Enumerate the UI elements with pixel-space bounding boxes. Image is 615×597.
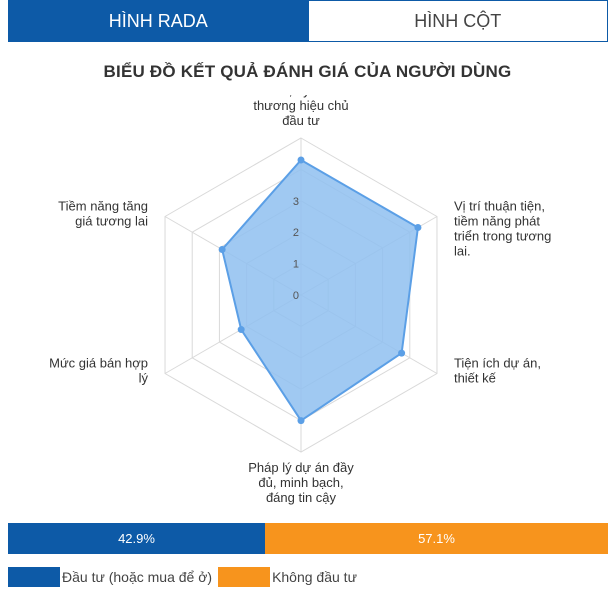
no-invest-share-bar: 57.1% xyxy=(265,523,608,554)
axis-label-line: lai. xyxy=(454,244,471,259)
axis-label-line: tiềm năng phát xyxy=(454,214,540,229)
invest-share-bar: 42.9% xyxy=(8,523,265,554)
tick-label: 2 xyxy=(293,227,299,239)
axis-label: Tiềm lực tàichính, uy tín vàthương hiệu … xyxy=(253,95,348,128)
axis-label-line: thiết kế xyxy=(454,371,497,386)
axis-label: Tiện ích dự án, thiết kế xyxy=(454,356,541,386)
tab-radar[interactable]: HÌNH RADA xyxy=(8,0,309,42)
data-point xyxy=(398,349,406,357)
axis-label-line: lý xyxy=(139,371,149,386)
data-point xyxy=(414,223,422,231)
data-point xyxy=(237,326,245,334)
axis-label-line: đầu tư xyxy=(282,113,320,128)
legend-item-invest: Đầu tư (hoặc mua để ở) xyxy=(8,567,212,587)
radar-chart: 0 1 2 3 Tiềm lực tàichính, uy tín vàthương h… xyxy=(49,95,551,505)
data-point xyxy=(218,245,226,253)
data-point xyxy=(297,156,305,164)
legend-label-invest: Đầu tư (hoặc mua để ở) xyxy=(62,569,213,585)
axis-label-line: đáng tin cậy xyxy=(266,490,337,505)
legend-label-no-invest: Không đầu tư xyxy=(272,569,357,585)
axis-label-line: Tiềm năng tăng xyxy=(58,199,148,214)
tab-column[interactable]: HÌNH CỘT xyxy=(308,0,608,42)
chart-title: BIỂU ĐỒ KẾT QUẢ ĐÁNH GIÁ CỦA NGƯỜI DÙNG xyxy=(103,62,512,81)
axis-label-line: giá tương lai xyxy=(75,214,148,229)
axis-label: Vị trí thuận tiện, tiềm năng phát triển tr… xyxy=(454,199,551,259)
tick-label: 3 xyxy=(293,196,299,208)
axis-label-line: Mức giá bán hợp xyxy=(49,356,148,371)
axis-label: Mức giá bán hợp lý xyxy=(49,356,148,386)
legend: Đầu tư (hoặc mua để ở) Không đầu tư xyxy=(8,566,363,588)
data-point xyxy=(297,417,305,425)
axis-label-line: chính, uy tín và xyxy=(257,95,346,98)
axis-label-line: Vị trí thuận tiện, xyxy=(454,199,545,214)
axis-label: Pháp lý dự án đầy đủ, minh bạch, đáng tin … xyxy=(248,460,354,505)
invest-share-label: 42.9% xyxy=(118,531,155,546)
axis-label-line: thương hiệu chủ xyxy=(253,98,348,113)
chart-type-tabs: HÌNH RADA HÌNH CỘT xyxy=(8,0,608,42)
axis-label-line: Pháp lý dự án đầy xyxy=(248,460,354,475)
legend-swatch-no-invest xyxy=(218,567,271,587)
axis-label-line: triển trong tương xyxy=(454,229,551,244)
legend-swatch-invest xyxy=(8,567,60,587)
no-invest-share-label: 57.1% xyxy=(418,531,455,546)
axis-label-line: Tiện ích dự án, xyxy=(454,356,541,371)
legend-item-no-invest: Không đầu tư xyxy=(218,567,357,587)
tick-label: 1 xyxy=(293,259,299,271)
data-area xyxy=(221,158,420,422)
axis-label: Tiềm năng tăng giá tương lai xyxy=(58,199,148,229)
axis-label-line: đủ, minh bạch, xyxy=(258,475,343,490)
tick-label: 0 xyxy=(293,290,299,302)
